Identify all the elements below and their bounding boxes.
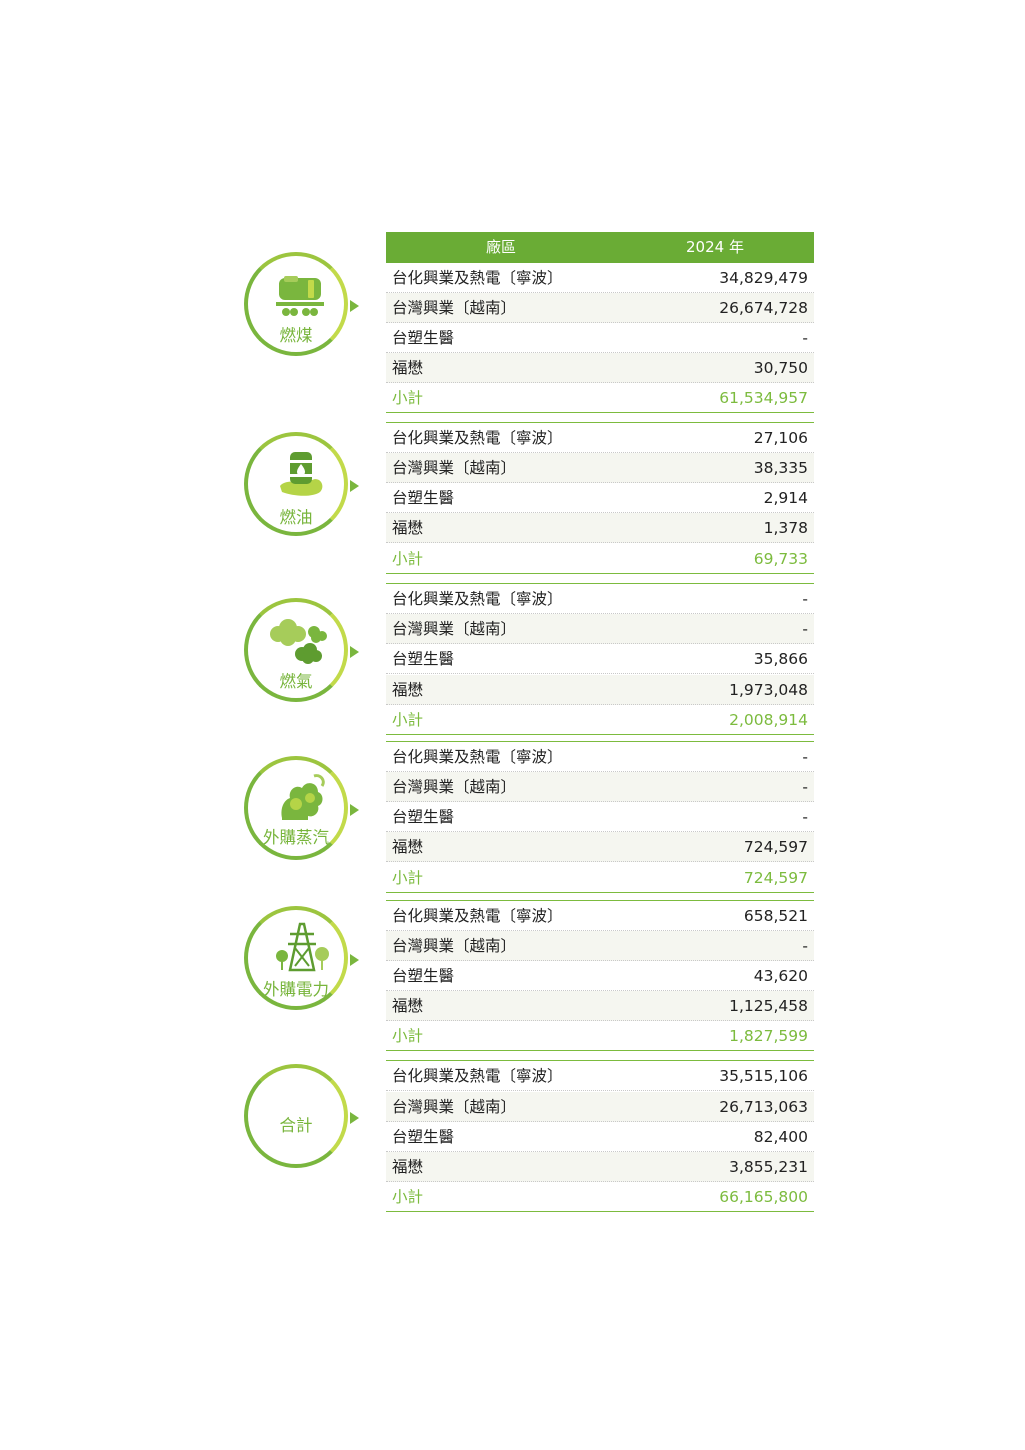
table-row: 福懋 1,378 bbox=[386, 513, 814, 543]
subtotal-row: 小計 1,827,599 bbox=[386, 1021, 814, 1051]
badge-oil: 燃油 bbox=[244, 432, 359, 536]
table-row: 福懋 1,125,458 bbox=[386, 991, 814, 1021]
table-row: 台灣興業〔越南〕 - bbox=[386, 931, 814, 961]
table-row: 台塑生醫 - bbox=[386, 802, 814, 832]
table-row: 福懋 724,597 bbox=[386, 832, 814, 862]
table-row: 台灣興業〔越南〕 - bbox=[386, 772, 814, 802]
table-row: 台塑生醫 - bbox=[386, 323, 814, 353]
table-row: 台化興業及熱電〔寧波〕 27,106 bbox=[386, 423, 814, 453]
header-plant: 廠區 bbox=[485, 238, 516, 256]
badge-total: 合計 bbox=[244, 1064, 359, 1168]
group-divider bbox=[386, 900, 814, 901]
header-year: 2024 年 bbox=[686, 238, 744, 256]
badge-power: 外購電力 bbox=[244, 906, 359, 1010]
badge-label: 燃煤 bbox=[279, 326, 313, 345]
group-divider bbox=[386, 583, 814, 584]
subtotal-row: 小計 69,733 bbox=[386, 544, 814, 574]
badge-steam: 外購蒸汽 bbox=[244, 756, 359, 860]
badge-label: 外購電力 bbox=[263, 980, 329, 999]
table-row: 台化興業及熱電〔寧波〕 34,829,479 bbox=[386, 263, 814, 293]
arrow-icon bbox=[350, 1112, 359, 1124]
table-row: 台化興業及熱電〔寧波〕 - bbox=[386, 742, 814, 772]
table-row: 福懋 30,750 bbox=[386, 353, 814, 383]
arrow-icon bbox=[350, 804, 359, 816]
table-row: 台化興業及熱電〔寧波〕 658,521 bbox=[386, 901, 814, 931]
badge-coal: 燃煤 bbox=[244, 252, 359, 356]
table-row: 台塑生醫 82,400 bbox=[386, 1122, 814, 1152]
table-row: 台塑生醫 2,914 bbox=[386, 483, 814, 513]
table-row: 台灣興業〔越南〕 26,713,063 bbox=[386, 1092, 814, 1122]
badge-label: 合計 bbox=[279, 1116, 313, 1135]
arrow-icon bbox=[350, 480, 359, 492]
arrow-icon bbox=[350, 646, 359, 658]
subtotal-row: 小計 66,165,800 bbox=[386, 1182, 814, 1212]
subtotal-row: 小計 61,534,957 bbox=[386, 383, 814, 413]
table-row: 台灣興業〔越南〕 26,674,728 bbox=[386, 293, 814, 323]
table-header: 廠區 2024 年 bbox=[386, 232, 814, 263]
power-tower-icon bbox=[276, 922, 329, 972]
table-row: 台灣興業〔越南〕 - bbox=[386, 614, 814, 644]
table-row: 台化興業及熱電〔寧波〕 - bbox=[386, 584, 814, 614]
badge-label: 燃氣 bbox=[279, 672, 313, 691]
arrow-icon bbox=[350, 300, 359, 312]
coal-train-icon bbox=[276, 276, 324, 316]
badge-gas: 燃氣 bbox=[244, 598, 359, 702]
arrow-icon bbox=[350, 954, 359, 966]
subtotal-row: 小計 724,597 bbox=[386, 863, 814, 893]
steam-icon bbox=[281, 774, 325, 820]
table-row: 台化興業及熱電〔寧波〕 35,515,106 bbox=[386, 1061, 814, 1091]
oil-barrel-icon bbox=[280, 452, 323, 496]
table-row: 福懋 3,855,231 bbox=[386, 1152, 814, 1182]
group-divider bbox=[386, 741, 814, 742]
group-divider bbox=[386, 1060, 814, 1061]
table-row: 台塑生醫 43,620 bbox=[386, 961, 814, 991]
badge-label: 外購蒸汽 bbox=[263, 828, 329, 847]
group-divider bbox=[386, 422, 814, 423]
table-row: 台塑生醫 35,866 bbox=[386, 644, 814, 674]
table-row: 台灣興業〔越南〕 38,335 bbox=[386, 453, 814, 483]
gas-cloud-icon bbox=[270, 619, 327, 664]
badge-label: 燃油 bbox=[279, 508, 313, 527]
subtotal-row: 小計 2,008,914 bbox=[386, 705, 814, 735]
table-row: 福懋 1,973,048 bbox=[386, 675, 814, 705]
